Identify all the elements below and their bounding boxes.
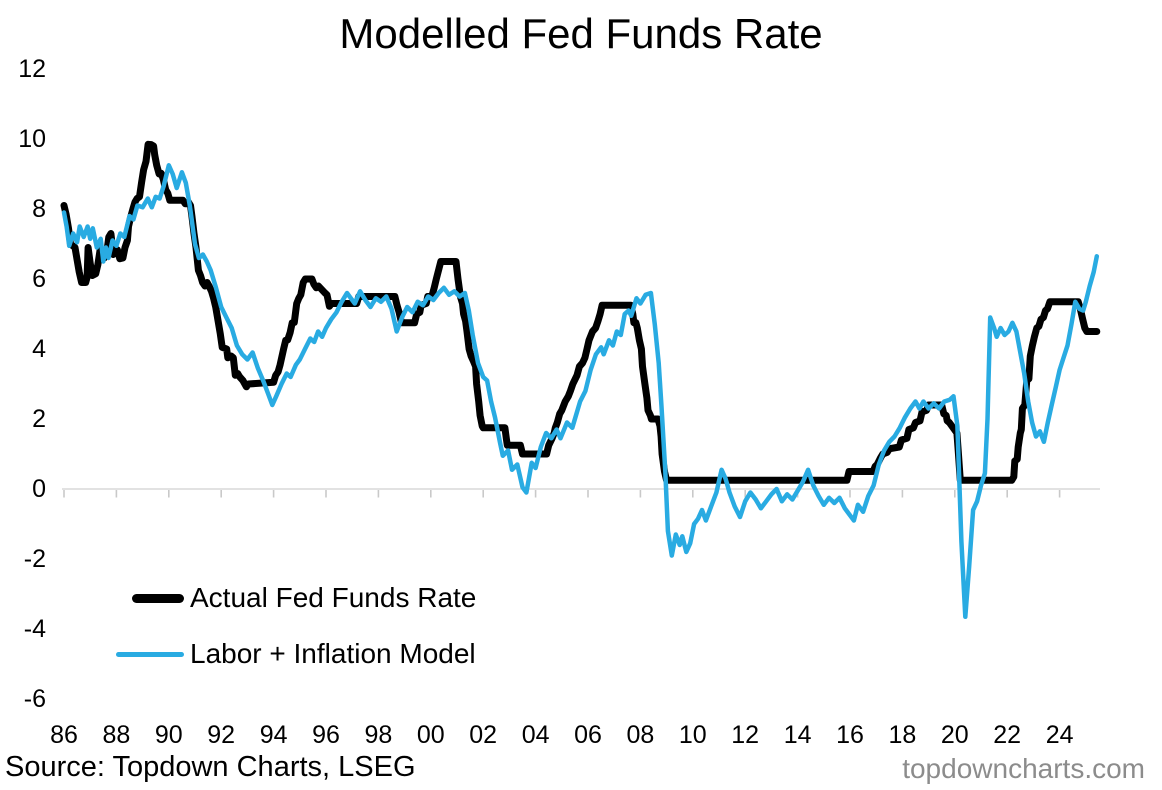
x-axis-label: 16 <box>836 721 864 749</box>
legend-label-model: Labor + Inflation Model <box>190 638 476 669</box>
legend-label-actual: Actual Fed Funds Rate <box>190 582 477 613</box>
x-axis-label: 92 <box>207 721 236 749</box>
y-axis-label: -6 <box>23 685 46 713</box>
x-axis-label: 10 <box>678 721 707 749</box>
y-axis-label: 2 <box>32 405 46 433</box>
x-axis-label: 98 <box>364 721 393 749</box>
y-axis-label: -2 <box>23 545 46 573</box>
legend-swatch-actual-line <box>132 593 184 603</box>
x-axis-label: 24 <box>1045 721 1074 749</box>
series-line-actual-fed-funds-rate <box>60 140 1101 484</box>
x-axis-label: 94 <box>259 721 288 749</box>
x-axis-label: 86 <box>50 721 78 749</box>
x-axis-label: 22 <box>993 721 1022 749</box>
chart-title: Modelled Fed Funds Rate <box>339 10 823 57</box>
x-axis-label: 18 <box>888 721 917 749</box>
legend-swatch-model-line <box>116 651 184 657</box>
y-axis-label: 6 <box>32 265 46 293</box>
y-axis-label: 12 <box>18 55 46 83</box>
y-axis-label: 8 <box>32 195 46 223</box>
series-line-labor-inflation-model <box>61 163 1100 620</box>
x-axis-label: 02 <box>469 721 498 749</box>
y-axis-label: -4 <box>23 615 46 643</box>
x-axis-label: 90 <box>154 721 183 749</box>
legend-item-model: Labor + Inflation Model <box>116 636 476 672</box>
legend: Actual Fed Funds Rate Labor + Inflation … <box>116 580 476 672</box>
y-axis-label: 4 <box>32 335 46 363</box>
watermark: topdowncharts.com <box>902 753 1145 784</box>
x-axis-label: 04 <box>521 721 550 749</box>
x-axis-label: 06 <box>574 721 602 749</box>
y-axis-label: 0 <box>32 475 46 503</box>
x-axis-label: 88 <box>102 721 131 749</box>
x-axis-label: 14 <box>783 721 812 749</box>
legend-item-actual: Actual Fed Funds Rate <box>116 580 476 616</box>
x-axis-label: 20 <box>940 721 969 749</box>
x-axis-label: 12 <box>731 721 760 749</box>
x-axis-label: 00 <box>416 721 445 749</box>
x-axis-label: 96 <box>312 721 340 749</box>
source-note: Source: Topdown Charts, LSEG <box>5 751 416 783</box>
y-axis-label: 10 <box>18 125 46 153</box>
x-axis-label: 08 <box>626 721 655 749</box>
